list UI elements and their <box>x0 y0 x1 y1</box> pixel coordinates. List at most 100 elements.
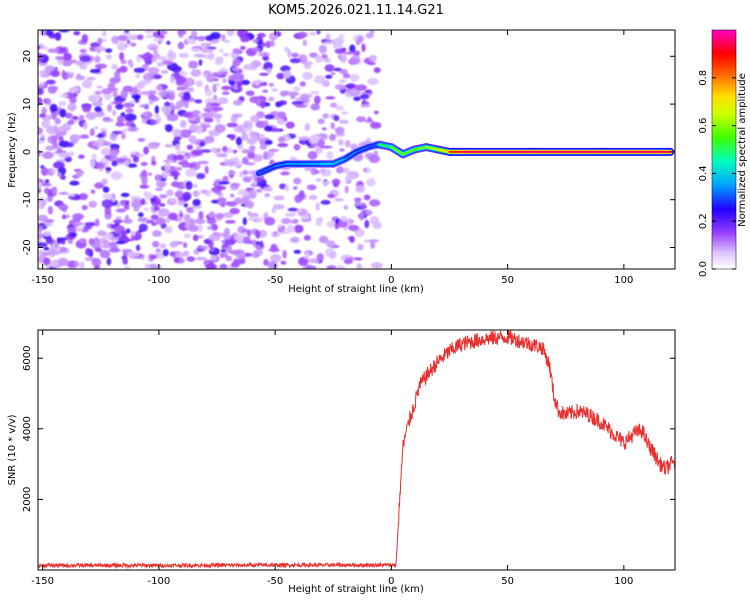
noise-blob <box>119 65 128 73</box>
noise-blob <box>220 249 227 253</box>
noise-blob <box>320 145 333 149</box>
noise-blob <box>116 42 127 51</box>
noise-blob <box>79 261 85 269</box>
noise-blob <box>243 236 251 245</box>
noise-blob <box>369 199 381 207</box>
noise-blob <box>129 151 137 155</box>
noise-blob <box>215 185 227 191</box>
noise-blob <box>69 232 77 237</box>
noise-blob <box>112 93 119 97</box>
noise-blob <box>224 39 230 44</box>
noise-blob <box>345 83 355 89</box>
noise-blob <box>167 212 178 221</box>
noise-blob <box>91 101 103 107</box>
noise-blob <box>115 103 124 110</box>
noise-blob <box>354 201 363 206</box>
snr-panel: -150 -100 -50 0 50 100 2000 4000 6000 Height of… <box>7 329 676 595</box>
noise-blob <box>51 135 61 139</box>
noise-blob <box>81 204 88 211</box>
noise-blob <box>47 85 59 91</box>
noise-blob <box>176 154 185 161</box>
noise-blob <box>231 73 242 81</box>
noise-blob <box>195 80 203 87</box>
noise-blob <box>339 79 347 84</box>
noise-blob <box>226 201 238 207</box>
noise-blob <box>219 252 229 258</box>
noise-blob <box>284 184 290 192</box>
noise-blob <box>38 181 43 189</box>
noise-blob <box>194 99 203 104</box>
noise-blob <box>67 226 77 235</box>
noise-blob <box>299 81 306 87</box>
noise-blob <box>338 119 349 124</box>
noise-blob <box>232 48 241 54</box>
noise-blob <box>67 120 75 125</box>
noise-blob <box>38 45 41 50</box>
noise-blob <box>247 216 256 221</box>
noise-blob <box>344 139 351 148</box>
noise-blob <box>212 84 217 93</box>
noise-blob <box>259 82 268 87</box>
noise-blob <box>184 77 195 87</box>
noise-blob <box>367 77 379 86</box>
noise-blob <box>94 46 107 52</box>
noise-blob <box>264 125 273 132</box>
y-tick-label: 2000 <box>22 487 33 512</box>
noise-blob <box>349 74 360 82</box>
echo-core <box>401 148 416 156</box>
noise-blob <box>102 118 114 123</box>
noise-blob <box>371 262 383 269</box>
noise-blob <box>365 210 373 214</box>
noise-blob <box>94 247 103 253</box>
noise-blob <box>226 122 239 128</box>
noise-blob <box>200 189 208 194</box>
noise-blob <box>143 207 150 211</box>
noise-blob <box>69 151 75 156</box>
noise-blob <box>287 49 292 59</box>
noise-blob <box>111 63 118 70</box>
noise-blob <box>340 215 348 222</box>
noise-blob <box>293 143 301 151</box>
noise-blob <box>197 35 206 42</box>
noise-blob <box>194 218 206 225</box>
echo-core <box>378 143 393 149</box>
colorbar: 0.0 0.2 0.4 0.6 0.8 Normalized spectral ampl… <box>698 29 748 277</box>
noise-blob <box>127 251 140 257</box>
noise-blob <box>263 259 269 266</box>
noise-blob <box>150 254 157 260</box>
noise-blob <box>303 234 311 241</box>
noise-blob <box>285 121 295 129</box>
noise-blob <box>231 183 241 187</box>
noise-blob <box>188 218 195 227</box>
noise-blob <box>255 230 261 239</box>
noise-blob <box>335 126 345 136</box>
noise-blob <box>144 35 155 38</box>
noise-speckle <box>38 30 383 269</box>
noise-blob <box>287 225 295 233</box>
noise-blob <box>346 257 357 261</box>
noise-blob <box>258 229 268 238</box>
noise-blob <box>131 93 141 100</box>
noise-blob <box>155 85 163 91</box>
noise-blob <box>186 256 196 262</box>
noise-blob <box>79 55 91 63</box>
noise-blob <box>38 201 43 209</box>
noise-blob <box>140 161 148 167</box>
noise-blob <box>144 30 154 34</box>
noise-blob <box>175 150 188 154</box>
noise-blob <box>79 239 87 244</box>
noise-blob <box>79 134 90 139</box>
noise-blob <box>308 258 320 264</box>
noise-blob <box>126 39 131 45</box>
noise-blob <box>95 162 105 169</box>
noise-blob <box>195 256 207 261</box>
noise-blob <box>273 195 285 201</box>
noise-blob <box>241 196 250 205</box>
noise-blob <box>58 47 66 53</box>
noise-blob <box>221 91 230 95</box>
noise-blob <box>372 222 382 229</box>
noise-blob <box>95 90 102 95</box>
noise-blob <box>166 40 171 45</box>
noise-blob <box>72 221 85 226</box>
heatmap-frame <box>37 29 676 270</box>
